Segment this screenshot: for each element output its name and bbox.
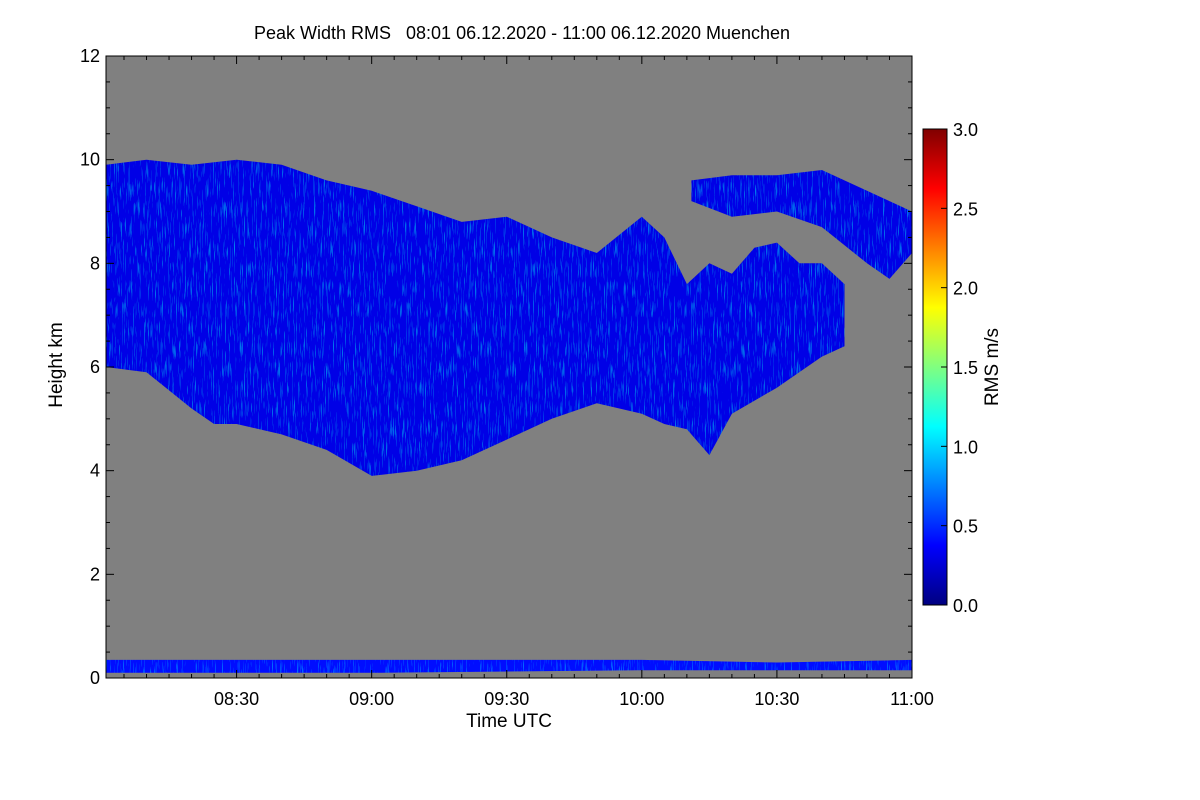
x-tick-label: 08:30 [214, 689, 259, 709]
y-tick-label: 12 [80, 46, 100, 66]
x-tick-label: 11:00 [890, 689, 934, 709]
echo-region-1 [691, 170, 912, 279]
x-tick-label: 09:30 [484, 689, 529, 709]
colorbar-label: RMS m/s [982, 328, 1003, 406]
y-tick-label: 2 [90, 564, 100, 584]
y-tick-label: 8 [90, 253, 100, 273]
chart-title: Peak Width RMS 08:01 06.12.2020 - 11:00 … [254, 23, 790, 43]
colorbar-tick-label: 0.0 [953, 596, 978, 616]
x-axis: 08:30 09:00 09:30 10:00 10:30 11:00 [123, 56, 934, 709]
y-tick-label: 0 [90, 668, 100, 688]
colorbar-tick-label: 0.5 [953, 517, 978, 537]
echo-region-0 [106, 159, 845, 476]
x-tick-label: 10:30 [754, 689, 799, 709]
colorbar-tick-label: 1.0 [953, 437, 978, 457]
y-axis-label: Height km [46, 322, 67, 408]
y-tick-label: 10 [80, 150, 100, 170]
colorbar: 0.0 0.5 1.0 1.5 2.0 2.5 3.0 [922, 120, 978, 616]
y-axis: 0 2 4 6 8 10 12 [80, 46, 912, 688]
colorbar-tick-label: 2.5 [953, 199, 978, 219]
echo-layer [106, 159, 912, 673]
x-axis-label: Time UTC [466, 711, 552, 732]
colorbar-tick-label: 3.0 [953, 120, 978, 140]
x-tick-label: 10:00 [619, 689, 664, 709]
echo-region-2 [106, 659, 912, 673]
x-tick-label: 09:00 [349, 689, 394, 709]
colorbar-tick-label: 1.5 [953, 358, 978, 378]
colorbar-tick-label: 2.0 [953, 279, 978, 299]
y-tick-label: 6 [90, 357, 100, 377]
y-tick-label: 4 [90, 461, 100, 481]
